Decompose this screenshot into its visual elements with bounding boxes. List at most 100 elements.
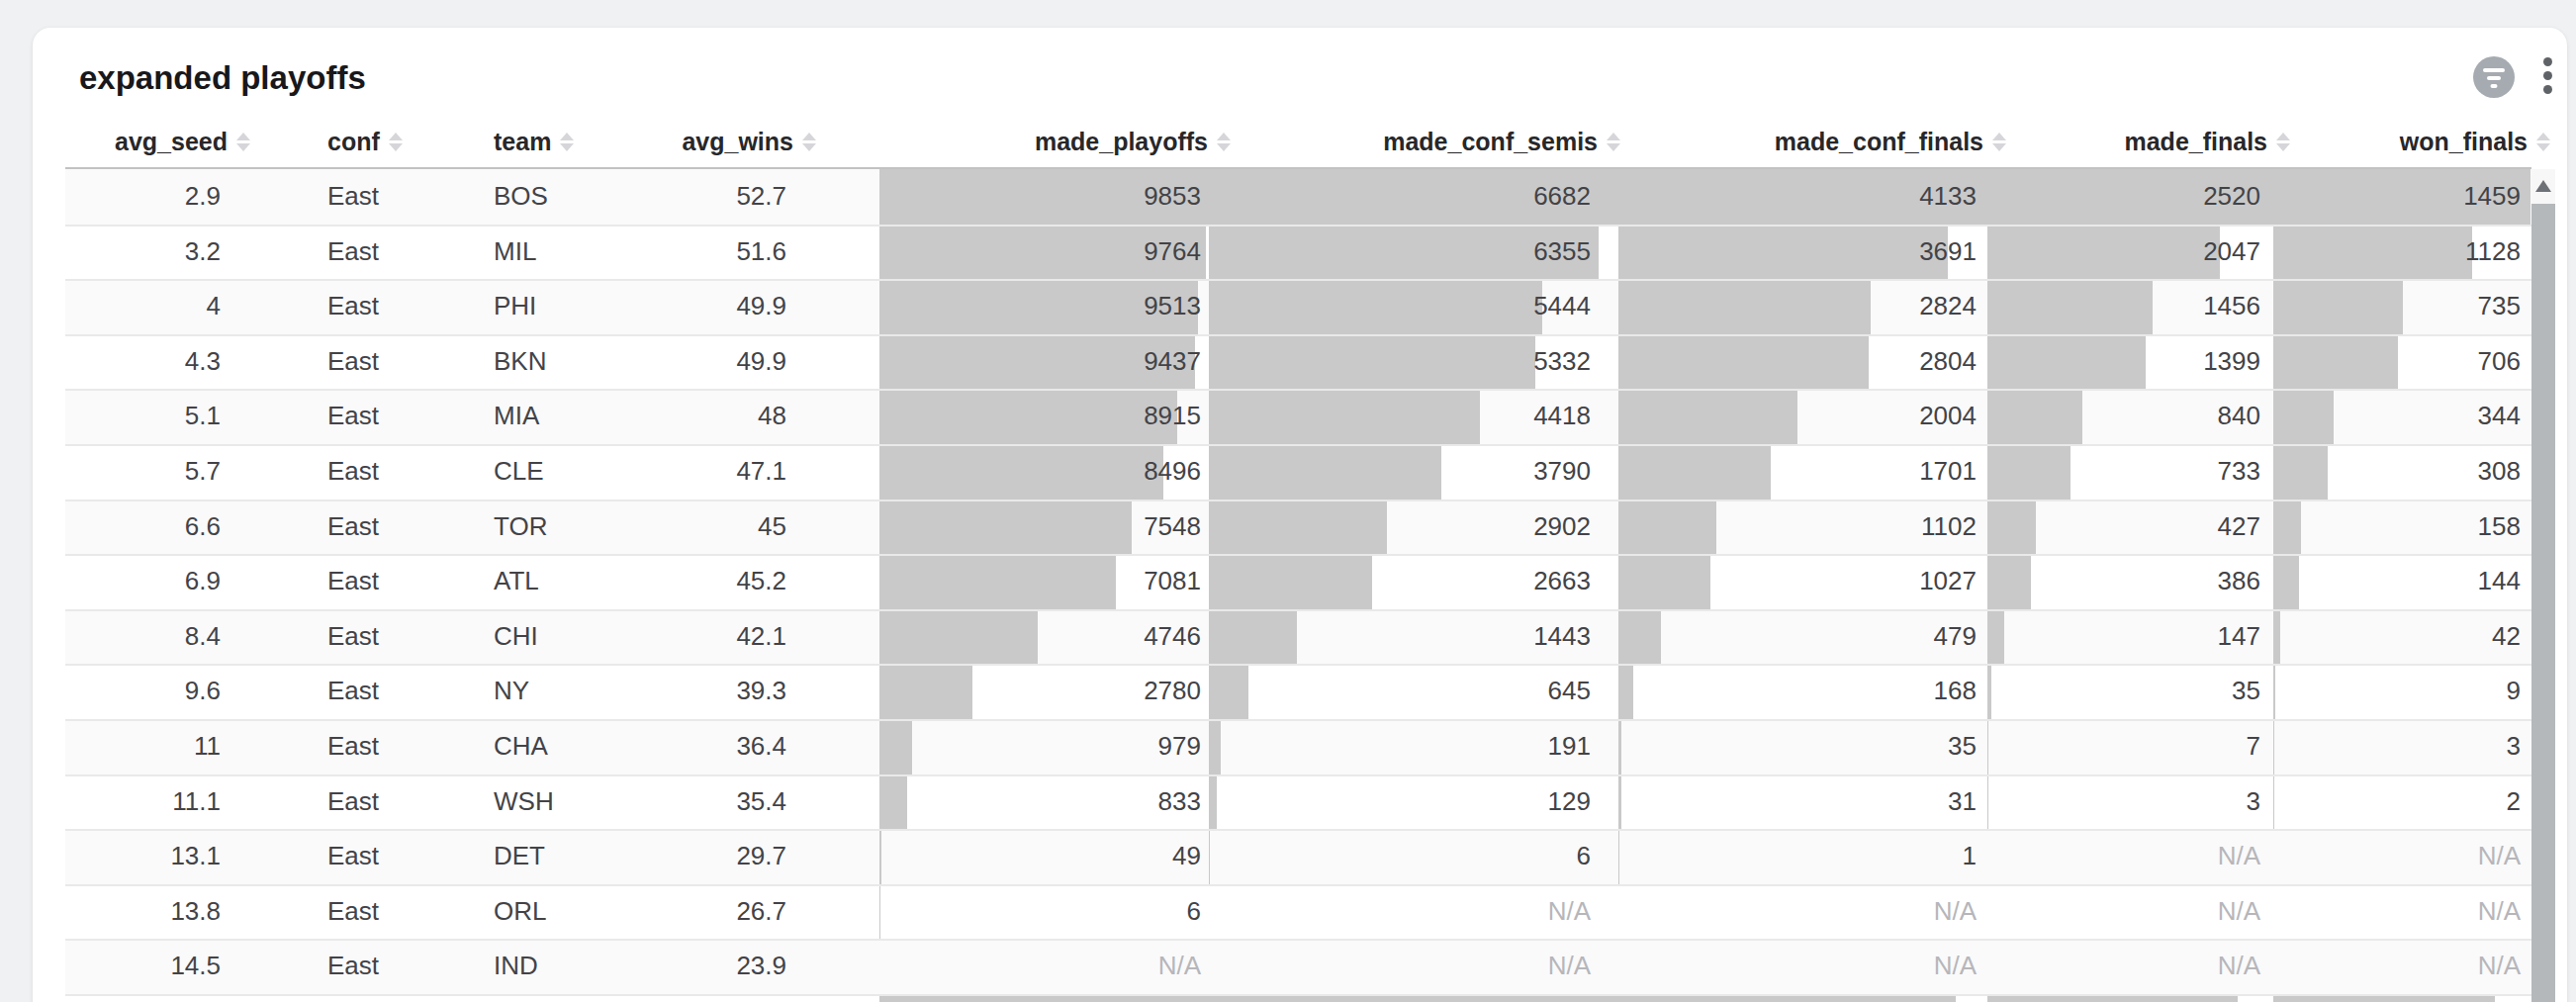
- table-row: 3.2EastMIL51.697646355369120471128: [65, 225, 2531, 280]
- row-divider: [65, 719, 2531, 721]
- table-row: 11.1EastWSH35.48331293132: [65, 774, 2531, 830]
- cell-won_finals: 9: [2273, 664, 2521, 719]
- column-header-avg_wins[interactable]: avg_wins: [682, 117, 816, 166]
- cell-avg_wins: 26.7: [633, 884, 786, 940]
- cell-made_conf_finals: N/A: [1618, 884, 1977, 940]
- column-header-won_finals[interactable]: won_finals: [2400, 117, 2550, 166]
- column-header-made_conf_finals[interactable]: made_conf_finals: [1775, 117, 2006, 166]
- row-divider: [65, 609, 2531, 611]
- sort-icon[interactable]: [236, 133, 250, 151]
- sort-icon[interactable]: [560, 133, 574, 151]
- filter-line: [2487, 76, 2501, 80]
- column-header-label: made_conf_semis: [1383, 128, 1598, 156]
- cell-made_conf_finals: 2804: [1618, 334, 1977, 390]
- sort-icon[interactable]: [1217, 133, 1231, 151]
- cell-avg_wins: 52.7: [633, 169, 786, 225]
- column-header-team[interactable]: team: [494, 117, 574, 166]
- cell-made_playoffs: 979: [879, 719, 1201, 774]
- cell-made_conf_semis: 191: [1209, 719, 1591, 774]
- sort-icon[interactable]: [2276, 133, 2290, 151]
- cell-made_playoffs: 4746: [879, 609, 1201, 665]
- cell-made_finals: 3: [1987, 774, 2260, 830]
- scrollbar-thumb[interactable]: [2531, 204, 2555, 1002]
- sort-icon[interactable]: [1992, 133, 2006, 151]
- cell-avg_seed: 3.2: [59, 225, 221, 280]
- cell-avg_seed: 5.1: [59, 389, 221, 444]
- column-header-label: avg_seed: [115, 128, 228, 156]
- cell-avg_seed: 5.7: [59, 444, 221, 500]
- row-divider: [65, 884, 2531, 886]
- column-header-label: won_finals: [2400, 128, 2528, 156]
- kebab-menu-icon[interactable]: [2538, 55, 2556, 99]
- cell-made_conf_semis: 2663: [1209, 554, 1591, 609]
- sort-icon[interactable]: [1607, 133, 1620, 151]
- column-header-label: made_playoffs: [1035, 128, 1208, 156]
- cell-won_finals: N/A: [2273, 884, 2521, 940]
- cell-made_conf_finals: 1: [1618, 829, 1977, 884]
- cell-avg_wins: 35.4: [633, 774, 786, 830]
- sort-desc-arrow: [1992, 143, 2006, 151]
- kebab-dot: [2543, 71, 2552, 80]
- column-header-made_conf_semis[interactable]: made_conf_semis: [1383, 117, 1620, 166]
- sort-icon[interactable]: [802, 133, 816, 151]
- sort-icon[interactable]: [2536, 133, 2550, 151]
- cell-made_finals: 147: [1987, 609, 2260, 665]
- cell-made_conf_finals: 35: [1618, 719, 1977, 774]
- cell-made_conf_finals: 168: [1618, 664, 1977, 719]
- cell-made_conf_semis: N/A: [1209, 939, 1591, 994]
- scrollbar-up-arrow-icon[interactable]: [2535, 180, 2551, 192]
- cell-made_finals: 2520: [1987, 169, 2260, 225]
- cell-made_finals: N/A: [1987, 939, 2260, 994]
- cell-won_finals: N/A: [2273, 829, 2521, 884]
- cell-avg_wins: 39.3: [633, 664, 786, 719]
- cell-conf: East: [327, 719, 466, 774]
- cell-conf: East: [327, 664, 466, 719]
- sort-icon[interactable]: [389, 133, 403, 151]
- expanded-playoffs-page: expanded playoffs avg_seedconfteamavg_wi…: [0, 0, 2576, 1002]
- cell-conf: East: [327, 884, 466, 940]
- table-row: 13.1EastDET29.74961N/AN/A: [65, 829, 2531, 884]
- cell-made_conf_semis: 3790: [1209, 444, 1591, 500]
- cell-conf: East: [327, 554, 466, 609]
- cell-made_playoffs: 9764: [879, 225, 1201, 280]
- kebab-dot: [2543, 85, 2552, 94]
- cell-avg_wins: 49.9: [633, 334, 786, 390]
- row-divider: [65, 994, 2531, 996]
- cell-made_conf_semis: 6355: [1209, 225, 1591, 280]
- cell-avg_seed: 14.5: [59, 939, 221, 994]
- cell-made_finals: 733: [1987, 444, 2260, 500]
- column-header-conf[interactable]: conf: [327, 117, 403, 166]
- sort-desc-arrow: [802, 143, 816, 151]
- cell-won_finals: 3: [2273, 719, 2521, 774]
- cell-won_finals: N/A: [2273, 939, 2521, 994]
- row-divider: [65, 444, 2531, 446]
- cell-made_playoffs: 9513: [879, 279, 1201, 334]
- column-header-made_playoffs[interactable]: made_playoffs: [1035, 117, 1231, 166]
- sort-desc-arrow: [2276, 143, 2290, 151]
- cell-conf: East: [327, 444, 466, 500]
- row-divider: [65, 500, 2531, 501]
- column-header-made_finals[interactable]: made_finals: [2124, 117, 2290, 166]
- kebab-dot: [2543, 57, 2552, 66]
- sort-asc-arrow: [802, 133, 816, 140]
- cell-won_finals: 1459: [2273, 169, 2521, 225]
- cell-avg_seed: 4.3: [59, 334, 221, 390]
- sort-asc-arrow: [1607, 133, 1620, 140]
- table-row: 2.9EastBOS52.798536682413325201459: [65, 169, 2531, 225]
- cell-avg_wins: 47.1: [633, 444, 786, 500]
- column-header-avg_seed[interactable]: avg_seed: [115, 117, 250, 166]
- cell-won_finals: 735: [2273, 279, 2521, 334]
- cell-avg_wins: 36.4: [633, 719, 786, 774]
- row-divider: [65, 554, 2531, 556]
- row-divider: [65, 774, 2531, 776]
- cell-avg_seed: 6.6: [59, 500, 221, 555]
- cell-conf: East: [327, 939, 466, 994]
- cell-avg_wins: 51.6: [633, 225, 786, 280]
- cell-won_finals: 144: [2273, 554, 2521, 609]
- table-row: 4EastPHI49.99513544428241456735: [65, 279, 2531, 334]
- filter-circle-icon[interactable]: [2473, 56, 2515, 98]
- cell-made_conf_semis: 6682: [1209, 169, 1591, 225]
- table-row: 13.8EastORL26.76N/AN/AN/AN/A: [65, 884, 2531, 940]
- row-divider: [65, 664, 2531, 666]
- sort-asc-arrow: [1217, 133, 1231, 140]
